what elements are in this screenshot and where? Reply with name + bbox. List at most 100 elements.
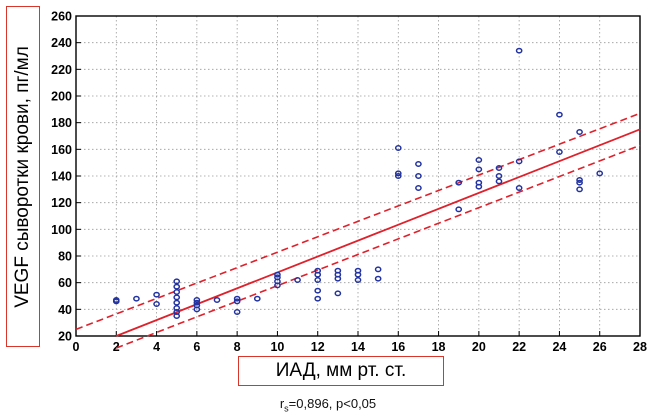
data-point (394, 170, 402, 177)
data-point (112, 297, 120, 303)
data-point (475, 183, 483, 190)
data-point (576, 177, 583, 183)
data-point (173, 283, 181, 290)
data-point (556, 149, 563, 155)
data-point (576, 186, 583, 193)
y-axis-label-box: VEGF сыворотки крови, пг/мл (6, 6, 40, 347)
correlation-symbol: r (279, 396, 285, 411)
regression-line-group (115, 128, 641, 337)
data-point (334, 290, 342, 297)
data-point (415, 185, 422, 191)
data-point (415, 173, 422, 179)
data-point (173, 299, 181, 306)
x-tick-label: 8 (234, 340, 241, 354)
data-point (556, 111, 563, 118)
data-point (576, 179, 583, 186)
data-point (455, 179, 463, 186)
x-tick-label: 26 (593, 340, 607, 354)
x-axis-label: ИАД, мм рт. ст. (275, 360, 407, 381)
data-point (334, 275, 342, 282)
data-point (596, 170, 604, 177)
data-point (415, 161, 422, 167)
x-tick-label: 14 (351, 340, 365, 354)
data-point (173, 278, 181, 285)
x-tick-label: 24 (552, 340, 566, 354)
y-tick-label: 100 (51, 223, 72, 237)
data-point (274, 271, 281, 278)
x-tick-label: 2 (113, 340, 120, 354)
data-point (193, 306, 201, 313)
data-point (374, 266, 382, 273)
correlation-subscript: s (284, 403, 289, 414)
data-point (173, 294, 181, 301)
data-point (475, 166, 483, 173)
data-point (233, 309, 241, 315)
y-tick-label: 80 (58, 250, 72, 264)
y-tick-label: 220 (51, 63, 72, 77)
y-tick-label: 200 (51, 90, 72, 104)
data-point (314, 287, 322, 294)
x-tick-label: 6 (193, 340, 200, 354)
data-point (354, 271, 362, 278)
data-point (233, 295, 241, 302)
grid-lines (75, 15, 641, 337)
data-point (173, 313, 181, 319)
x-axis: 0 2 4 6 8 10 12 14 16 18 20 22 24 26 28 (73, 331, 647, 354)
data-point (193, 299, 201, 306)
data-point (495, 173, 503, 179)
data-point (374, 275, 382, 282)
data-point (394, 173, 402, 179)
data-point (133, 295, 140, 302)
y-tick-label: 40 (58, 303, 72, 317)
data-point (515, 185, 523, 191)
confidence-band-lower (115, 144, 641, 349)
y-tick-label: 160 (51, 143, 72, 157)
x-tick-label: 16 (391, 340, 405, 354)
data-point (153, 291, 160, 298)
x-tick-label: 10 (270, 340, 284, 354)
y-axis: 20 40 60 80 100 120 140 160 180 200 220 240 260 (51, 10, 81, 344)
x-tick-label: 20 (472, 340, 486, 354)
confidence-band (75, 112, 641, 349)
y-tick-label: 260 (51, 10, 72, 24)
data-point (274, 282, 281, 289)
data-point (153, 301, 160, 307)
correlation-value: =0,896, p<0,05 (288, 396, 377, 411)
y-axis-label: VEGF сыворотки крови, пг/мл (12, 45, 33, 308)
data-point (576, 129, 583, 135)
data-point (294, 277, 301, 283)
data-point (515, 47, 523, 54)
x-axis-label-box: ИАД, мм рт. ст. (238, 356, 444, 386)
y-tick-label: 20 (58, 330, 72, 344)
data-point (495, 178, 503, 185)
data-point (394, 145, 402, 151)
data-point (475, 157, 483, 163)
data-point (233, 298, 241, 305)
x-tick-label: 28 (633, 340, 647, 354)
x-tick-label: 4 (153, 340, 160, 354)
data-point (314, 295, 322, 302)
x-tick-label: 18 (432, 340, 446, 354)
regression-line (115, 128, 641, 337)
data-point (173, 289, 181, 295)
y-tick-label: 140 (51, 170, 72, 184)
data-point (314, 277, 322, 283)
data-points (112, 47, 604, 319)
y-tick-label: 60 (58, 276, 72, 290)
confidence-band-upper (75, 112, 641, 331)
correlation-annotation: rs=0,896, p<0,05 (0, 396, 656, 414)
x-tick-label: 12 (311, 340, 325, 354)
data-point (495, 165, 503, 171)
y-tick-label: 120 (51, 196, 72, 210)
data-point (354, 277, 362, 283)
y-tick-label: 240 (51, 36, 72, 50)
x-tick-label: 0 (73, 340, 80, 354)
y-tick-label: 180 (51, 116, 72, 130)
data-point (213, 297, 221, 303)
data-point (253, 295, 261, 302)
data-point (455, 206, 463, 213)
data-point (515, 158, 523, 165)
data-point (193, 297, 201, 303)
data-point (314, 271, 322, 278)
